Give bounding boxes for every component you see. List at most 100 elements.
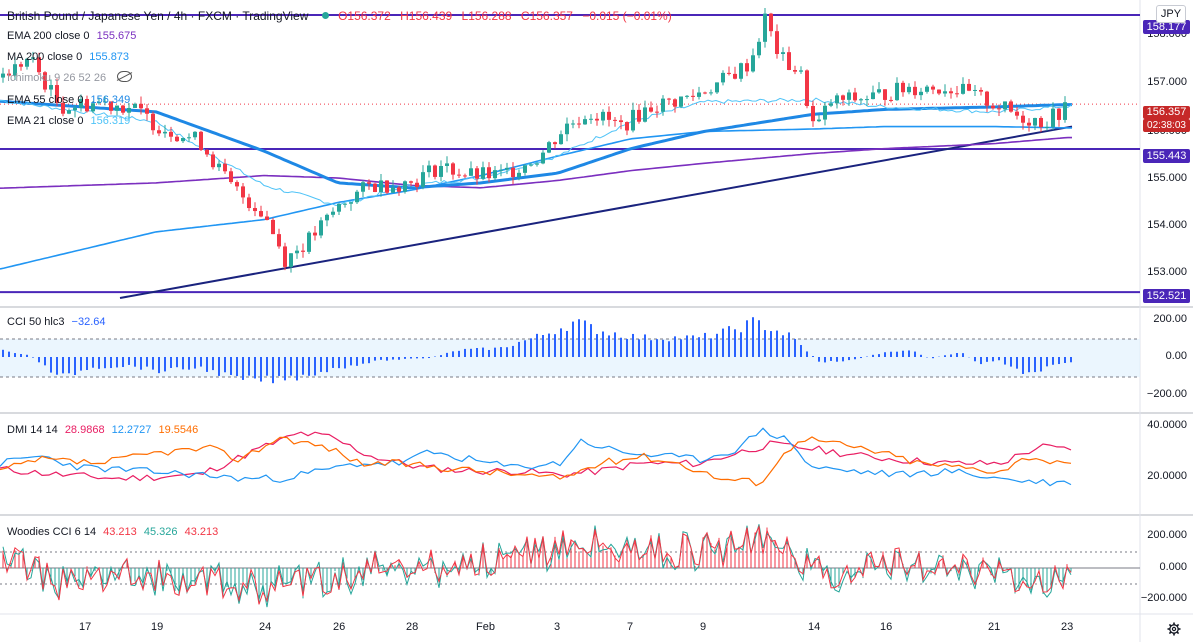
legend-ichimoku[interactable]: Ichimoku 9 26 52 26	[7, 71, 133, 85]
candle	[955, 86, 959, 98]
time-label: 19	[151, 621, 164, 633]
legend-ema200-label: EMA 200 close 0	[7, 30, 90, 42]
legend-woodies[interactable]: Woodies CCI 6 14 43.213 45.326 43.213	[7, 525, 218, 539]
legend-cci-value: −32.64	[71, 316, 106, 328]
candle-body	[979, 89, 983, 92]
candle-body	[445, 163, 449, 166]
currency-button[interactable]: JPY	[1156, 5, 1186, 23]
candle-body	[697, 92, 701, 97]
candle-body	[217, 163, 221, 168]
dmi-minus-line	[0, 427, 1072, 487]
candle	[655, 105, 659, 118]
candle	[541, 150, 545, 165]
candle	[67, 108, 71, 115]
candle-body	[985, 91, 989, 106]
candle	[919, 87, 923, 101]
candle-body	[499, 169, 503, 171]
candle-body	[505, 167, 509, 170]
candle	[697, 86, 701, 100]
legend-dmi[interactable]: DMI 14 14 28.9868 12.2727 19.5546	[7, 423, 198, 437]
legend-ema21[interactable]: EMA 21 close 0 156.319	[7, 114, 130, 128]
candle	[943, 84, 947, 97]
candle	[307, 230, 311, 255]
candle	[97, 97, 101, 105]
candle-body	[451, 163, 455, 175]
candle-body	[13, 64, 17, 76]
candle	[739, 62, 743, 82]
candle	[403, 180, 407, 194]
candle-body	[115, 105, 119, 111]
candle	[133, 102, 137, 108]
candle	[217, 160, 221, 171]
candle-body	[727, 72, 731, 74]
candle	[703, 91, 707, 95]
candle	[889, 96, 893, 103]
candle-body	[337, 203, 341, 212]
candle-body	[1021, 115, 1025, 123]
candle	[517, 169, 521, 181]
data-source: FXCM	[197, 9, 232, 23]
legend-ema200[interactable]: EMA 200 close 0 155.675	[7, 29, 136, 43]
candle	[475, 165, 479, 185]
candle	[19, 61, 23, 71]
candle-body	[97, 101, 101, 104]
candle-body	[1009, 101, 1013, 112]
candle-body	[793, 70, 797, 72]
legend-dmi-value-2: 12.2727	[111, 424, 152, 436]
candle	[841, 94, 845, 106]
candle-body	[271, 219, 275, 235]
candle	[931, 84, 935, 95]
legend-cci[interactable]: CCI 50 hlc3 −32.64	[7, 315, 106, 329]
candle-body	[967, 83, 971, 91]
candle	[601, 109, 605, 126]
candle	[457, 168, 461, 178]
candle	[619, 115, 623, 130]
legend-ma200[interactable]: MA 200 close 0 155.873	[7, 50, 129, 64]
candle	[499, 164, 503, 177]
candle-body	[133, 103, 137, 108]
legend-ichimoku-label: Ichimoku 9 26 52 26	[7, 72, 107, 84]
time-label: 7	[627, 621, 634, 633]
candle	[433, 164, 437, 180]
candle	[679, 96, 683, 109]
candle-body	[421, 172, 425, 187]
ohlc-low: L156.288	[461, 9, 512, 23]
candle-body	[181, 137, 185, 142]
candle	[745, 58, 749, 77]
price-tick-155: 155.000	[1147, 172, 1187, 184]
candle	[211, 151, 215, 170]
candle	[199, 130, 203, 151]
candle-body	[355, 191, 359, 203]
candle	[79, 94, 83, 112]
legend-woodies-value-1: 43.213	[103, 526, 137, 538]
candle	[523, 164, 527, 176]
symbol-header[interactable]: British Pound / Japanese Yen / 4h · FXCM…	[7, 9, 672, 23]
hidden-eye-icon[interactable]	[117, 71, 133, 82]
candle	[553, 141, 557, 149]
candle	[163, 124, 167, 138]
candle	[1027, 118, 1031, 132]
candle-body	[73, 107, 77, 111]
candle	[157, 125, 161, 137]
candle	[241, 183, 245, 204]
candle-body	[841, 95, 845, 100]
candle-body	[853, 92, 857, 101]
candle	[967, 78, 971, 92]
candle	[169, 126, 173, 142]
candle	[961, 77, 965, 95]
woodies-tick-0: 0.000	[1159, 561, 1187, 573]
candle-body	[1063, 102, 1067, 120]
candle-body	[193, 131, 197, 138]
price-tick-157: 157.000	[1147, 76, 1187, 88]
candle	[1009, 99, 1013, 113]
legend-ema55[interactable]: EMA 55 close 0 156.349	[7, 93, 130, 107]
candle	[1051, 102, 1055, 131]
series-line-ma-200-close-0	[0, 125, 1072, 270]
candle	[751, 48, 755, 73]
gear-icon[interactable]	[1167, 622, 1181, 636]
candle-body	[31, 57, 35, 59]
cci-histogram	[2, 317, 1072, 384]
time-label: 23	[1061, 621, 1074, 633]
level-badge-top: 158.177	[1143, 20, 1190, 34]
